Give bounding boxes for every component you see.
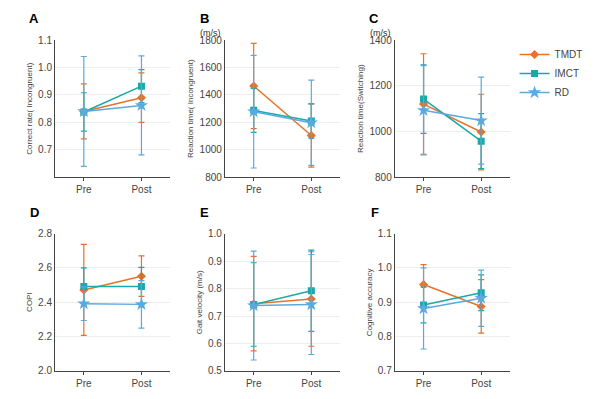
svg-text:Reaction time( Incongruent): Reaction time( Incongruent): [186, 59, 195, 158]
svg-text:1.0: 1.0: [378, 262, 392, 273]
svg-text:0.8: 0.8: [38, 117, 52, 128]
svg-text:Correct rate( Incongruent): Correct rate( Incongruent): [25, 62, 34, 154]
svg-text:D: D: [30, 205, 39, 220]
svg-text:1000: 1000: [369, 126, 392, 137]
svg-text:Post: Post: [301, 184, 321, 195]
svg-text:Post: Post: [131, 184, 151, 195]
svg-text:Reaction time(Switching): Reaction time(Switching): [356, 64, 365, 153]
svg-text:Pre: Pre: [246, 378, 262, 389]
svg-text:1.1: 1.1: [38, 35, 52, 46]
svg-text:COPl: COPl: [25, 293, 34, 312]
svg-text:2.2: 2.2: [38, 331, 52, 342]
svg-text:2.6: 2.6: [38, 262, 52, 273]
svg-text:Cognitive accuracy: Cognitive accuracy: [365, 269, 374, 337]
svg-text:Pre: Pre: [416, 184, 432, 195]
svg-text:0.8: 0.8: [208, 283, 222, 294]
svg-text:1600: 1600: [200, 62, 223, 73]
svg-text:1200: 1200: [369, 80, 392, 91]
svg-text:Pre: Pre: [246, 184, 262, 195]
svg-text:(m/s): (m/s): [200, 28, 221, 38]
svg-text:E: E: [200, 205, 209, 220]
svg-text:0.9: 0.9: [378, 297, 392, 308]
svg-text:1400: 1400: [369, 35, 392, 46]
svg-text:800: 800: [375, 172, 392, 183]
svg-text:Gait velocity (m/s): Gait velocity (m/s): [195, 270, 204, 334]
svg-text:B: B: [200, 11, 209, 26]
svg-text:2.4: 2.4: [38, 297, 52, 308]
svg-text:RD: RD: [555, 87, 569, 98]
svg-text:0.9: 0.9: [38, 89, 52, 100]
svg-text:0.7: 0.7: [378, 365, 392, 376]
svg-text:(m/s): (m/s): [370, 28, 391, 38]
svg-text:0.9: 0.9: [208, 256, 222, 267]
svg-text:1.0: 1.0: [208, 228, 222, 239]
svg-text:Pre: Pre: [416, 378, 432, 389]
svg-text:Post: Post: [471, 378, 491, 389]
svg-text:0.7: 0.7: [208, 311, 222, 322]
svg-text:F: F: [371, 205, 379, 220]
svg-text:Pre: Pre: [76, 378, 92, 389]
svg-text:Post: Post: [471, 184, 491, 195]
svg-text:Pre: Pre: [76, 184, 92, 195]
svg-text:0.6: 0.6: [208, 338, 222, 349]
svg-text:1.1: 1.1: [378, 228, 392, 239]
svg-text:1.0: 1.0: [38, 62, 52, 73]
svg-text:0.8: 0.8: [378, 331, 392, 342]
svg-text:0.5: 0.5: [208, 365, 222, 376]
svg-text:1800: 1800: [200, 35, 223, 46]
svg-text:A: A: [29, 11, 39, 26]
svg-text:C: C: [369, 11, 379, 26]
svg-text:1000: 1000: [200, 144, 223, 155]
svg-text:2.0: 2.0: [38, 365, 52, 376]
svg-text:1400: 1400: [200, 89, 223, 100]
svg-text:Post: Post: [131, 378, 151, 389]
svg-text:Post: Post: [301, 378, 321, 389]
svg-text:1200: 1200: [200, 117, 223, 128]
svg-text:800: 800: [205, 172, 222, 183]
svg-text:2.8: 2.8: [38, 228, 52, 239]
svg-text:0.7: 0.7: [38, 144, 52, 155]
svg-text:IMCT: IMCT: [555, 68, 579, 79]
svg-text:TMDT: TMDT: [555, 49, 583, 60]
